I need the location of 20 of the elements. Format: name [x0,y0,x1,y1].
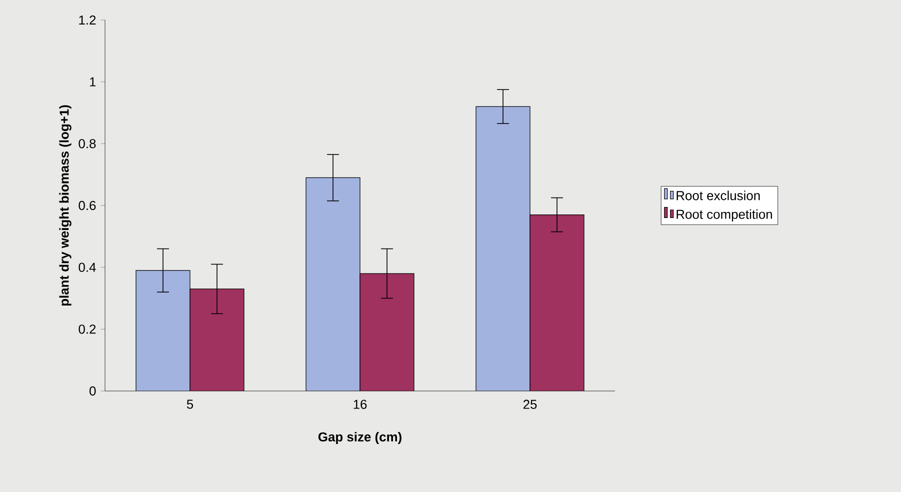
y-tick-label: 0.8 [78,139,96,148]
y-tick-label: 1 [90,77,96,86]
x-tick-label: 5 [186,400,194,409]
y-tick-label: 0.6 [78,200,96,210]
y-tick-label: 1.2 [79,15,96,25]
bar [476,106,530,391]
bar [136,270,190,391]
bar [306,178,360,391]
legend-label: Root exclusion [676,190,760,200]
x-axis-title: Gap size (cm) [318,432,402,444]
bar [530,214,584,391]
y-tick-label: 0.2 [78,324,96,334]
x-tick-label: 25 [523,400,537,409]
y-axis-title: plant dry weight biomass (log+1) [59,105,72,306]
legend-label: Root competition [676,209,772,222]
y-tick-label: 0.4 [78,262,96,272]
bar [360,274,414,391]
bar [190,288,244,391]
y-tick-label: 0 [90,386,96,396]
x-tick-label: 16 [354,400,367,409]
